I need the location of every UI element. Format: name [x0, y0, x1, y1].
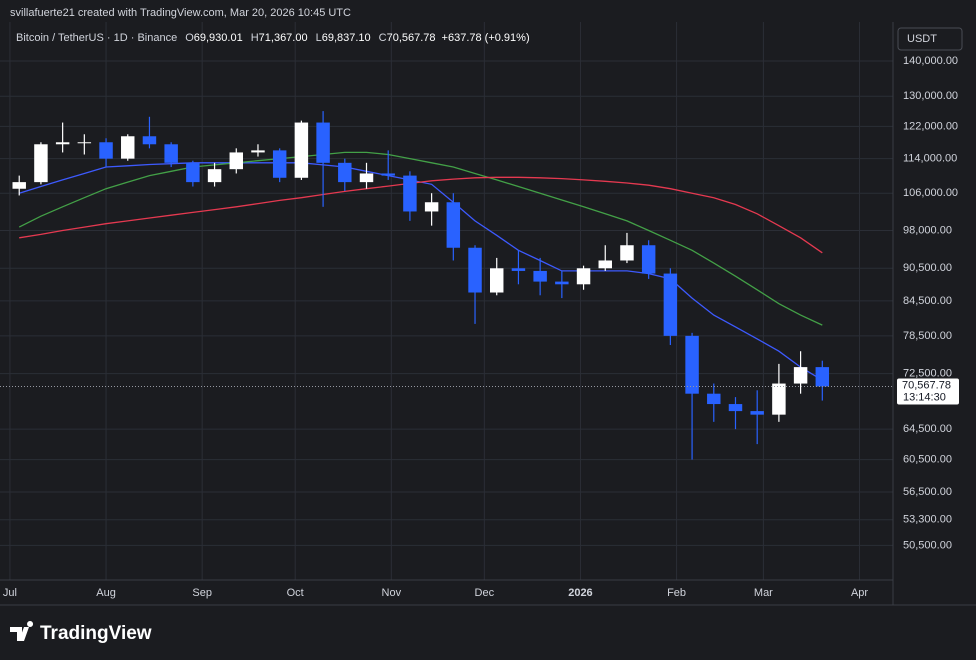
ohlc-value: 69,930.01 [194, 32, 243, 44]
candle-body [641, 245, 656, 274]
last-price-label: 70,567.78 [902, 379, 951, 391]
grid-layer [0, 22, 893, 580]
candle-body [685, 335, 699, 394]
candle-body [164, 144, 178, 163]
candle-body [403, 175, 417, 212]
y-tick-label: 98,000.00 [903, 224, 952, 236]
candle-body [598, 260, 612, 269]
candle-body [121, 136, 135, 159]
y-tick-label: 60,500.00 [903, 453, 952, 465]
candle-body [294, 122, 309, 178]
moving-average [19, 176, 823, 254]
y-tick-label: 90,500.00 [903, 262, 952, 274]
ohlc-value: 71,367.00 [259, 32, 308, 44]
y-tick-label: 106,000.00 [903, 187, 958, 199]
candle-body [707, 393, 721, 405]
logo-icon [10, 621, 34, 641]
symbol-title: Bitcoin / TetherUS · 1D · Binance [16, 32, 177, 44]
candle-body [490, 268, 504, 293]
x-tick-label: Mar [754, 587, 773, 599]
ohlc-label: O [185, 32, 194, 44]
candle-body [142, 136, 157, 145]
logo: TradingView [10, 621, 152, 644]
candle-body [251, 150, 265, 153]
plot-layer [0, 111, 893, 460]
candle-body [793, 367, 808, 384]
x-tick-label: Apr [851, 587, 868, 599]
ohlc-label: H [251, 32, 259, 44]
candle-body [446, 202, 461, 248]
y-tick-label: 140,000.00 [903, 55, 958, 67]
candle-body [620, 245, 634, 261]
y-tick-label: 53,300.00 [903, 514, 952, 526]
candle-body [555, 281, 569, 285]
y-tick-label: 84,500.00 [903, 295, 952, 307]
y-tick-label: 122,000.00 [903, 120, 958, 132]
y-tick-label: 64,500.00 [903, 423, 952, 435]
y-tick-label: 50,500.00 [903, 539, 952, 551]
x-tick-label: Feb [667, 587, 686, 599]
attribution: svillafuerte21 created with TradingView.… [10, 7, 351, 19]
candle-body [207, 169, 222, 183]
ohlc-value: 69,837.10 [322, 32, 371, 44]
candle-body [533, 270, 547, 282]
moving-average [18, 151, 823, 326]
candle-body [663, 273, 678, 336]
candle-body [338, 162, 352, 183]
currency[interactable]: USDT [907, 33, 937, 45]
x-tick-label: Jul [3, 587, 17, 599]
y-tick-label: 78,500.00 [903, 330, 952, 342]
candle-body [186, 162, 200, 183]
candle-body [316, 122, 330, 163]
candle-body [750, 411, 764, 415]
y-tick-label: 56,500.00 [903, 486, 952, 498]
countdown: 13:14:30 [903, 391, 946, 403]
candle-body [272, 150, 287, 178]
y-tick-label: 72,500.00 [903, 368, 952, 380]
candle-body [34, 144, 48, 183]
candle-body [772, 383, 786, 415]
candle-body [229, 152, 244, 170]
x-tick-label: Sep [192, 587, 212, 599]
candle-body [728, 404, 743, 412]
candle-body [815, 367, 830, 387]
candle-body [12, 182, 26, 189]
candle-body [576, 268, 591, 285]
y-tick-label: 130,000.00 [903, 90, 958, 102]
candle-body [468, 247, 482, 293]
currency-box[interactable] [897, 27, 963, 51]
x-tick-label: Aug [96, 587, 116, 599]
ohlc-label: L [316, 32, 322, 44]
candle-body [55, 142, 70, 145]
last-price-tag [897, 378, 959, 405]
ohlc-value: 70,567.78 [387, 32, 436, 44]
x-tick-label: Nov [382, 587, 402, 599]
x-tick-label: 2026 [568, 587, 592, 599]
brand: TradingView [40, 623, 152, 644]
header: Bitcoin / TetherUS · 1D · Binance O69,930… [16, 32, 530, 44]
candle-body [381, 173, 395, 176]
candle-body [359, 173, 374, 183]
ohlc-label: C [379, 32, 387, 44]
y-tick-label: 114,000.00 [903, 153, 957, 165]
candle-body [424, 202, 439, 212]
x-tick-label: Oct [287, 587, 304, 599]
change: +637.78 (+0.91%) [442, 32, 530, 44]
candle-body [99, 142, 113, 159]
x-tick-label: Dec [475, 587, 495, 599]
candle-body [77, 142, 92, 144]
candle-body [511, 268, 526, 271]
